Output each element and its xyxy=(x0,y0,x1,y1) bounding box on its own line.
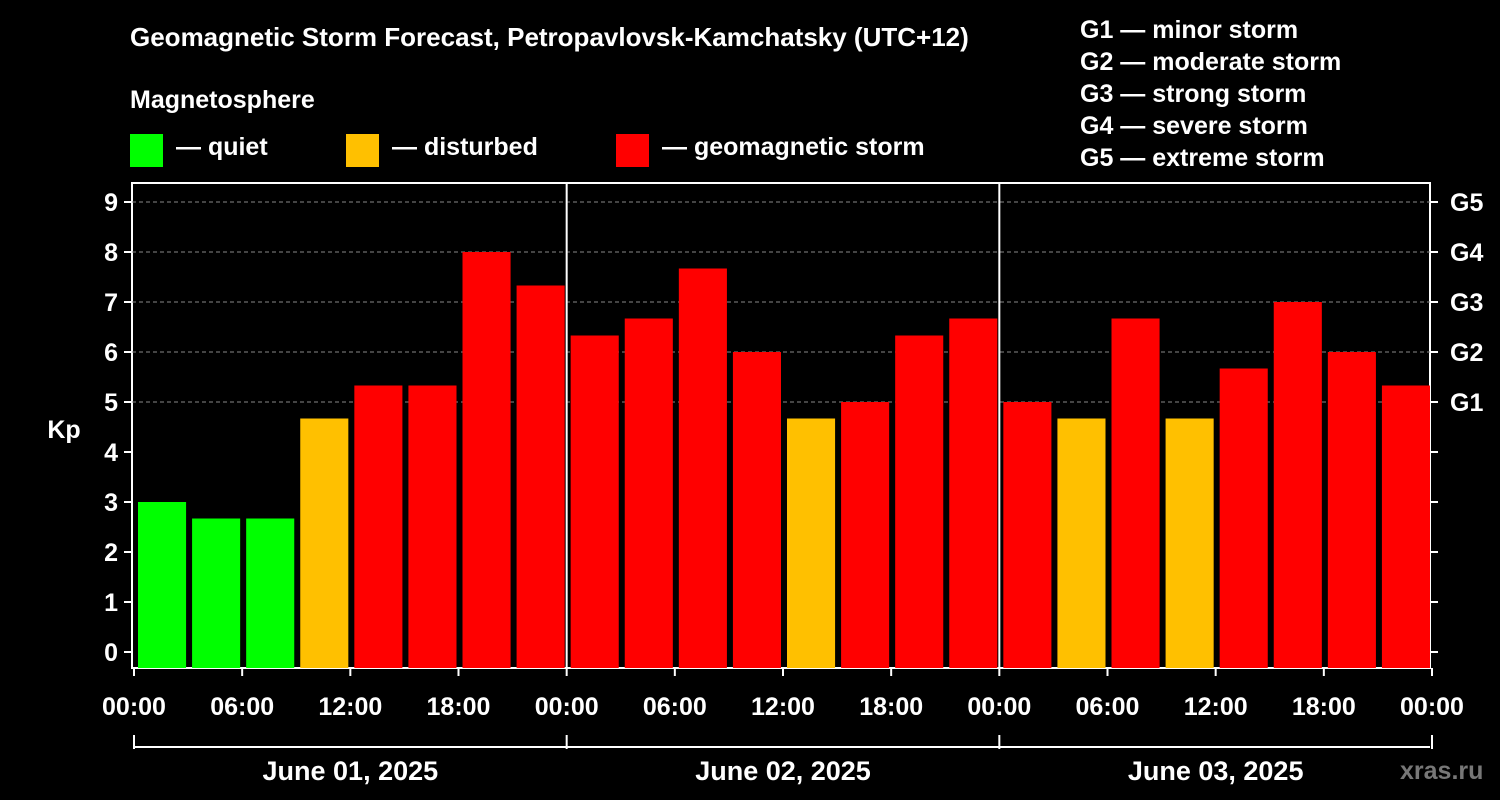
x-tick-label: 18:00 xyxy=(427,693,491,721)
y-tick-label: 6 xyxy=(104,339,118,367)
legend-swatch-quiet xyxy=(130,134,163,167)
legend-swatch-disturbed xyxy=(346,134,379,167)
bar xyxy=(1165,418,1214,668)
y-axis-label: Kp xyxy=(47,416,80,444)
bar xyxy=(732,352,781,668)
legend-label-quiet: — quiet xyxy=(176,133,268,161)
y-tick-label: 3 xyxy=(104,489,118,517)
y-tick-label: 5 xyxy=(104,389,118,417)
bar xyxy=(895,335,944,668)
bar xyxy=(138,502,187,668)
right-tick-label-g1: G1 xyxy=(1450,389,1483,417)
chart-title: Geomagnetic Storm Forecast, Petropavlovs… xyxy=(130,22,969,52)
bar xyxy=(1381,385,1430,668)
x-tick-label: 12:00 xyxy=(751,693,815,721)
bar xyxy=(408,385,457,668)
bar xyxy=(570,335,619,668)
right-tick-label-g5: G5 xyxy=(1450,189,1483,217)
x-tick-label: 00:00 xyxy=(1400,693,1464,721)
bar xyxy=(246,518,295,668)
legend-label-disturbed: — disturbed xyxy=(392,133,538,161)
x-tick-label: 06:00 xyxy=(643,693,707,721)
brand-watermark: xras.ru xyxy=(1400,757,1484,785)
bar xyxy=(678,268,727,668)
x-tick-label: 12:00 xyxy=(1184,693,1248,721)
y-tick-label: 9 xyxy=(104,189,118,217)
bar xyxy=(787,418,836,668)
bar xyxy=(1057,418,1106,668)
bar xyxy=(192,518,241,668)
storm-level-g4: G4 — severe storm xyxy=(1080,112,1308,140)
right-tick-label-g3: G3 xyxy=(1450,289,1483,317)
x-tick-label: 06:00 xyxy=(210,693,274,721)
bar xyxy=(949,318,998,668)
x-tick-label: 00:00 xyxy=(967,693,1031,721)
x-tick-label: 18:00 xyxy=(859,693,923,721)
bar xyxy=(354,385,403,668)
bar xyxy=(462,252,511,668)
bar xyxy=(841,402,890,668)
legend-swatch-storm xyxy=(616,134,649,167)
bar xyxy=(1111,318,1160,668)
y-tick-label: 0 xyxy=(104,639,118,667)
storm-level-g2: G2 — moderate storm xyxy=(1080,48,1342,76)
x-tick-label: 06:00 xyxy=(1076,693,1140,721)
legend-label-storm: — geomagnetic storm xyxy=(662,133,925,161)
bar xyxy=(1003,402,1052,668)
y-tick-label: 4 xyxy=(104,439,118,467)
storm-level-g3: G3 — strong storm xyxy=(1080,80,1307,108)
storm-level-g1: G1 — minor storm xyxy=(1080,16,1299,44)
x-tick-label: 12:00 xyxy=(318,693,382,721)
x-tick-label: 00:00 xyxy=(102,693,166,721)
bar xyxy=(300,418,349,668)
legend-title: Magnetosphere xyxy=(130,86,315,114)
y-tick-label: 7 xyxy=(104,289,118,317)
x-tick-label: 18:00 xyxy=(1292,693,1356,721)
storm-level-g5: G5 — extreme storm xyxy=(1080,144,1325,172)
day-label: June 01, 2025 xyxy=(263,756,439,786)
x-tick-label: 00:00 xyxy=(535,693,599,721)
y-tick-label: 2 xyxy=(104,539,118,567)
y-tick-label: 1 xyxy=(104,589,118,617)
bar xyxy=(624,318,673,668)
bar xyxy=(1273,302,1322,668)
right-tick-label-g2: G2 xyxy=(1450,339,1483,367)
day-label: June 03, 2025 xyxy=(1128,756,1304,786)
y-tick-label: 8 xyxy=(104,239,118,267)
bar xyxy=(1219,368,1268,668)
day-label: June 02, 2025 xyxy=(695,756,871,786)
bar xyxy=(516,285,565,668)
right-tick-label-g4: G4 xyxy=(1450,239,1483,267)
bar xyxy=(1327,352,1376,668)
